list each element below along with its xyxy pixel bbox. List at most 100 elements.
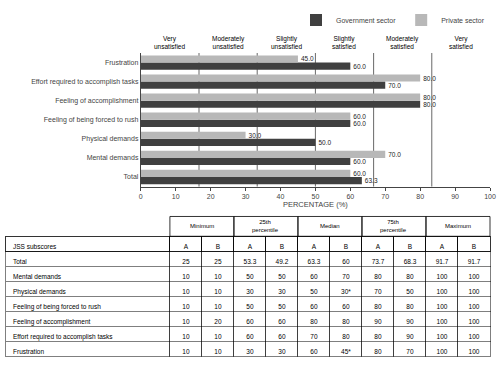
- svg-text:100: 100: [469, 333, 480, 340]
- svg-text:100: 100: [469, 318, 480, 325]
- svg-text:10: 10: [182, 273, 190, 280]
- svg-text:25thpercentile: 25thpercentile: [252, 219, 279, 233]
- svg-text:50: 50: [310, 288, 318, 295]
- svg-text:JSS subscores: JSS subscores: [13, 243, 57, 250]
- svg-text:50: 50: [278, 303, 286, 310]
- svg-text:PERCENTAGE (%): PERCENTAGE (%): [283, 200, 348, 209]
- svg-text:25: 25: [182, 258, 190, 265]
- svg-text:Total: Total: [124, 173, 139, 180]
- svg-text:30: 30: [278, 348, 286, 355]
- svg-text:30: 30: [246, 288, 254, 295]
- svg-text:80: 80: [310, 318, 318, 325]
- svg-text:80.0: 80.0: [423, 94, 436, 101]
- svg-text:60: 60: [310, 303, 318, 310]
- svg-text:25: 25: [214, 258, 222, 265]
- svg-text:Feeling of being forced to rus: Feeling of being forced to rush: [44, 116, 139, 124]
- svg-text:100: 100: [469, 273, 480, 280]
- svg-text:60: 60: [346, 193, 354, 200]
- svg-text:80: 80: [406, 303, 414, 310]
- svg-text:60.0: 60.0: [353, 170, 366, 177]
- svg-text:20: 20: [207, 193, 215, 200]
- svg-text:80: 80: [374, 348, 382, 355]
- svg-text:50: 50: [246, 303, 254, 310]
- svg-text:68.3: 68.3: [404, 258, 417, 265]
- svg-text:30: 30: [242, 193, 250, 200]
- svg-text:75thpercentile: 75thpercentile: [380, 219, 407, 233]
- svg-text:40: 40: [277, 193, 285, 200]
- svg-text:10: 10: [214, 348, 222, 355]
- svg-text:A: A: [312, 243, 317, 250]
- svg-text:50.0: 50.0: [318, 139, 331, 146]
- svg-text:90: 90: [406, 333, 414, 340]
- svg-text:Mental demands: Mental demands: [87, 154, 139, 161]
- svg-text:80.0: 80.0: [423, 101, 436, 108]
- svg-text:90: 90: [406, 318, 414, 325]
- svg-text:Total: Total: [13, 258, 27, 265]
- svg-text:Moderatelyunsatisfied: Moderatelyunsatisfied: [212, 35, 245, 50]
- svg-text:100: 100: [437, 348, 448, 355]
- svg-text:70: 70: [381, 193, 389, 200]
- svg-text:63.3: 63.3: [365, 177, 378, 184]
- svg-text:60.0: 60.0: [353, 120, 366, 127]
- svg-text:100: 100: [469, 288, 480, 295]
- svg-text:100: 100: [437, 303, 448, 310]
- svg-text:Private sector: Private sector: [441, 17, 484, 24]
- svg-text:A: A: [184, 243, 189, 250]
- svg-text:80: 80: [374, 273, 382, 280]
- svg-text:10: 10: [182, 348, 190, 355]
- svg-text:53.3: 53.3: [244, 258, 257, 265]
- svg-text:Effort required to accomplish: Effort required to accomplish tasks: [13, 333, 113, 341]
- svg-text:80: 80: [342, 333, 350, 340]
- svg-text:Maximum: Maximum: [445, 223, 471, 229]
- svg-text:90: 90: [451, 193, 459, 200]
- svg-text:B: B: [472, 243, 476, 250]
- svg-text:60: 60: [342, 303, 350, 310]
- svg-text:60: 60: [246, 333, 254, 340]
- svg-text:60: 60: [246, 318, 254, 325]
- svg-text:Physical demands: Physical demands: [82, 135, 139, 143]
- svg-text:80.0: 80.0: [423, 75, 436, 82]
- svg-text:10: 10: [182, 303, 190, 310]
- svg-text:B: B: [280, 243, 284, 250]
- svg-text:70: 70: [342, 273, 350, 280]
- svg-text:90: 90: [374, 318, 382, 325]
- svg-text:70: 70: [374, 288, 382, 295]
- svg-text:70: 70: [406, 348, 414, 355]
- svg-text:10: 10: [182, 333, 190, 340]
- svg-text:70: 70: [310, 333, 318, 340]
- svg-text:B: B: [216, 243, 220, 250]
- svg-text:10: 10: [214, 333, 222, 340]
- svg-text:70.0: 70.0: [388, 151, 401, 158]
- svg-text:30: 30: [278, 288, 286, 295]
- svg-text:100: 100: [469, 303, 480, 310]
- svg-text:30*: 30*: [341, 288, 351, 295]
- svg-text:60: 60: [342, 258, 350, 265]
- svg-text:Verysatisfied: Verysatisfied: [449, 35, 473, 50]
- svg-text:80: 80: [374, 333, 382, 340]
- svg-text:100: 100: [484, 193, 496, 200]
- svg-text:63.3: 63.3: [308, 258, 321, 265]
- svg-text:80: 80: [374, 303, 382, 310]
- svg-text:60.0: 60.0: [353, 158, 366, 165]
- svg-text:100: 100: [437, 288, 448, 295]
- svg-text:0: 0: [139, 193, 143, 200]
- svg-text:Veryunsatisfied: Veryunsatisfied: [154, 35, 185, 50]
- svg-text:Feeling of being forced to rus: Feeling of being forced to rush: [13, 303, 101, 311]
- svg-text:60.0: 60.0: [353, 113, 366, 120]
- svg-text:50: 50: [278, 273, 286, 280]
- svg-text:45.0: 45.0: [301, 55, 314, 62]
- svg-text:10: 10: [214, 288, 222, 295]
- svg-text:50: 50: [246, 273, 254, 280]
- svg-text:80: 80: [342, 318, 350, 325]
- svg-text:Effort required to accomplish: Effort required to accomplish tasks: [31, 78, 139, 86]
- svg-text:60: 60: [278, 318, 286, 325]
- svg-text:Minimum: Minimum: [190, 223, 214, 229]
- svg-text:Physical demands: Physical demands: [13, 288, 66, 296]
- svg-text:30: 30: [246, 348, 254, 355]
- svg-text:80: 80: [416, 193, 424, 200]
- svg-text:60: 60: [310, 273, 318, 280]
- svg-text:100: 100: [437, 273, 448, 280]
- svg-text:A: A: [248, 243, 253, 250]
- svg-text:Frustration: Frustration: [105, 59, 139, 66]
- svg-text:73.7: 73.7: [372, 258, 385, 265]
